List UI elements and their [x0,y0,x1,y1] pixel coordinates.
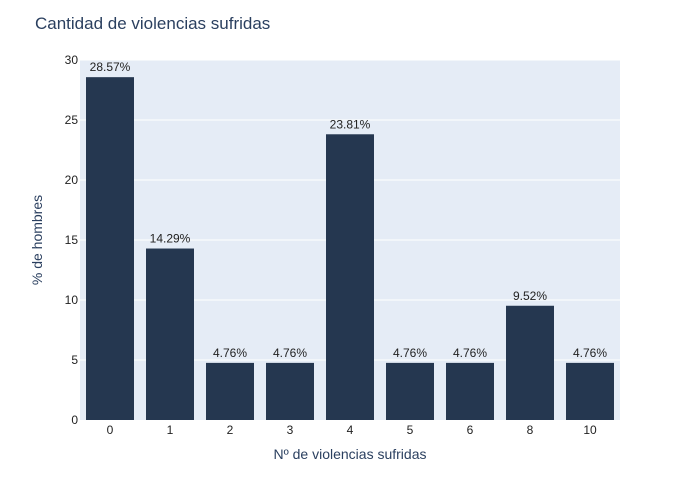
bar-value-label: 4.76% [273,346,307,360]
bar-value-label: 4.76% [453,346,487,360]
bar [506,305,554,420]
y-axis-label: % de hombres [29,194,45,286]
x-tick-label: 5 [407,423,414,437]
bar-value-label: 9.52% [513,289,547,303]
y-tick-label: 15 [65,233,79,247]
x-tick-label: 1 [167,423,174,437]
bar-value-label: 4.76% [573,346,607,360]
bar [326,134,374,420]
y-tick-label: 0 [71,413,78,427]
chart-title: Cantidad de violencias sufridas [35,14,271,33]
x-tick-label: 4 [347,423,354,437]
bar-value-label: 28.57% [90,60,131,74]
y-tick-label: 20 [65,173,79,187]
x-axis-label: Nº de violencias sufridas [273,446,427,462]
bar-value-label: 14.29% [150,232,191,246]
x-axis-ticks: 0 1 2 3 4 5 6 8 10 [107,423,597,437]
y-tick-label: 10 [65,293,79,307]
bar [566,362,614,420]
bar-value-label: 4.76% [393,346,427,360]
x-tick-label: 0 [107,423,114,437]
bar [206,362,254,420]
x-tick-label: 8 [527,423,534,437]
bar [86,77,134,420]
bar [446,362,494,420]
bar-value-label: 23.81% [330,117,371,131]
bar-value-label: 4.76% [213,346,247,360]
bar [266,362,314,420]
x-tick-label: 3 [287,423,294,437]
y-tick-label: 30 [65,53,79,67]
y-axis-ticks: 0 5 10 15 20 25 30 [65,53,79,427]
bars [86,77,614,420]
x-tick-label: 6 [467,423,474,437]
bar [146,248,194,420]
x-tick-label: 2 [227,423,234,437]
data-labels: 28.57% 14.29% 4.76% 4.76% 23.81% 4.76% 4.76% 9.… [90,60,608,360]
x-tick-label: 10 [583,423,597,437]
bar [386,362,434,420]
y-tick-label: 25 [65,113,79,127]
y-tick-label: 5 [71,353,78,367]
